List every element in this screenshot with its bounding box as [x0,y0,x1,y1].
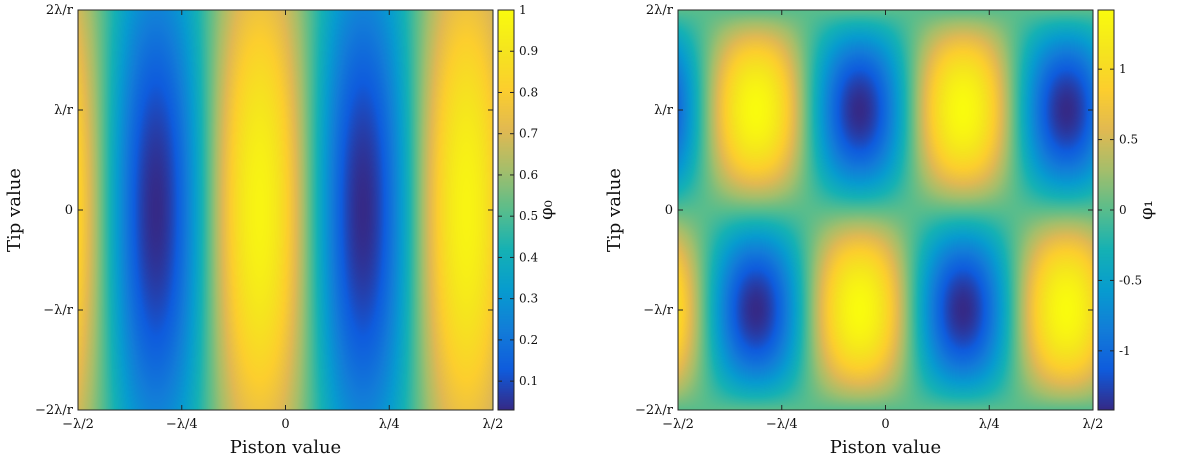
x-axis-label: Piston value [830,437,941,457]
phi1-axes: Piston value Tip value φ₁ −λ/2 −λ/4 0 λ/4 λ/… [604,3,1157,457]
y-tick-label: λ/r [54,103,74,118]
y-tick-label: 0 [65,203,73,218]
x-tick-label: λ/2 [1083,417,1104,432]
colorbar-tick-label: -1 [1119,344,1131,358]
colorbar-label: φ₀ [536,200,557,220]
phi0-heatmap [78,10,493,410]
colorbar-tick-label: 1 [519,3,527,17]
y-tick-label: 2λ/r [646,3,674,18]
colorbar-tick-label: 0.8 [519,85,538,99]
left-panel: Piston value Tip value φ₀ −λ/2 −λ/4 0 λ/4 λ/… [4,3,557,457]
x-tick-label: −λ/4 [166,417,198,432]
colorbar-tick-label: 0.6 [519,168,538,182]
y-tick-label: 2λ/r [46,3,74,18]
plot-frame [77,9,494,411]
colorbar-tick-label: 0.2 [519,333,538,347]
colorbar-tick-label: 0.7 [519,127,538,141]
colorbar-tick-label: 0.5 [519,209,538,223]
colorbar-tick-label: 0.3 [519,292,538,306]
colorbar-tick-label: 0 [1119,203,1127,217]
y-tick-label: −2λ/r [635,403,674,418]
colorbar-tick-label: 0.1 [519,374,538,388]
colorbar-tick-label: 0.5 [1119,133,1138,147]
x-tick-label: 0 [881,417,889,432]
x-tick-label: λ/4 [979,417,1000,432]
colorbar-label: φ₁ [1136,200,1157,220]
x-tick-label: −λ/2 [62,417,94,432]
y-tick-label: 0 [665,203,673,218]
y-tick-label: −λ/r [43,303,74,318]
x-tick-label: 0 [281,417,289,432]
x-tick-label: −λ/2 [662,417,694,432]
x-tick-label: λ/2 [483,417,504,432]
x-axis-label: Piston value [230,437,341,457]
y-axis-label: Tip value [4,168,25,252]
y-tick-label: λ/r [654,103,674,118]
y-tick-label: −2λ/r [35,403,74,418]
colorbar-tick-label: 1 [1119,62,1127,76]
phi1-colorbar-gradient [1098,10,1114,410]
phi0-colorbar-gradient [498,10,514,410]
x-tick-label: λ/4 [379,417,400,432]
colorbar-tick-label: 0.4 [519,250,538,264]
phi1-heatmap [678,10,1093,410]
x-tick-label: −λ/4 [766,417,798,432]
right-panel: Piston value Tip value φ₁ −λ/2 −λ/4 0 λ/4 λ/… [600,0,1200,457]
y-tick-label: −λ/r [643,303,674,318]
plot-frame [677,9,1094,411]
colorbar-tick-label: 0.9 [519,44,538,58]
colorbar-frame [497,9,515,411]
y-axis-label: Tip value [604,168,625,252]
colorbar-tick-label: -0.5 [1119,273,1142,287]
phi0-axes: Piston value Tip value φ₀ −λ/2 −λ/4 0 λ/4 λ/… [4,3,557,457]
